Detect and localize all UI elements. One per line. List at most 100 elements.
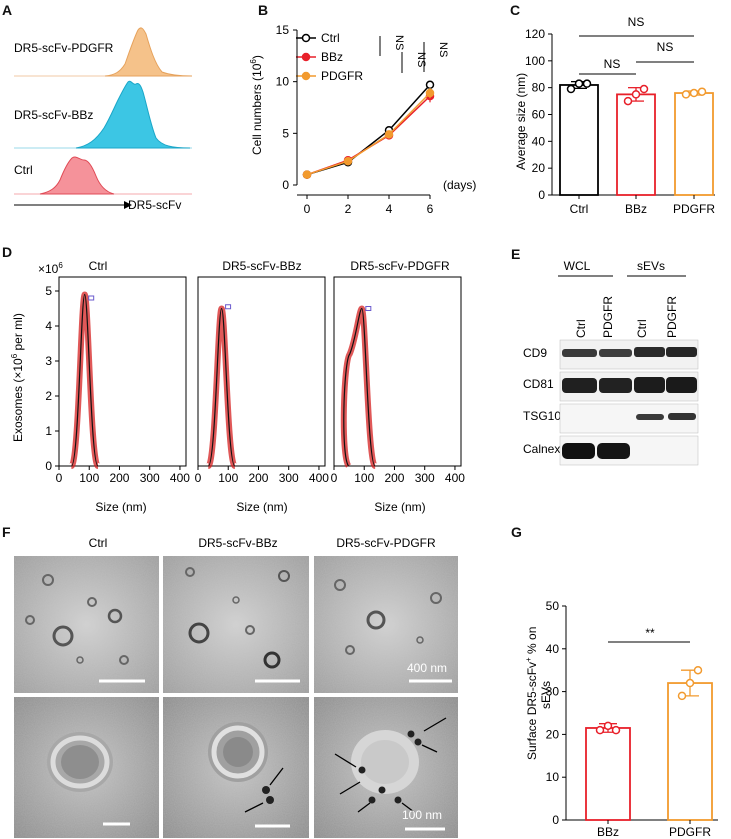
blot-row-tsg101: TSG101 bbox=[523, 409, 568, 423]
size-point-bbz-0 bbox=[623, 96, 633, 106]
nta-0-xtick-label-4: 400 bbox=[170, 471, 190, 485]
nta-title-pdgfr: DR5-scFv-PDGFR bbox=[350, 259, 450, 273]
surface-point-bbz-0 bbox=[595, 725, 605, 735]
nta-xlabel-2: Size (nm) bbox=[236, 500, 287, 514]
nta-2-xtick-label-1: 100 bbox=[354, 471, 374, 485]
growth-ytick-label-0: 0 bbox=[282, 178, 289, 192]
ns-text-ctrl-bbz: NS bbox=[604, 57, 621, 71]
size-bar-pdgfr bbox=[674, 92, 714, 196]
surface-ytick-label-2: 20 bbox=[546, 727, 560, 741]
blot-group-wcl: WCL bbox=[564, 259, 591, 273]
nta-xlabel-3: Size (nm) bbox=[374, 500, 425, 514]
tem-image-top-pdgfr: 400 nm bbox=[314, 556, 458, 693]
growth-point-pdgfr-1 bbox=[343, 156, 353, 166]
sig-text: ** bbox=[645, 626, 655, 640]
growth-legend: Ctrl BBz PDGFR bbox=[296, 31, 363, 83]
band-cd9-2 bbox=[599, 349, 632, 357]
tem-scale-label-bottom: 100 nm bbox=[402, 808, 442, 822]
nta-0-xtick-label-2: 200 bbox=[109, 471, 129, 485]
tem-title-bbz: DR5-scFv-BBz bbox=[198, 536, 277, 550]
panel-label-e: E bbox=[511, 246, 521, 262]
surface-ylabel-1: Surface DR5-scFv+ % on bbox=[524, 627, 539, 760]
band-tsg101-4 bbox=[668, 413, 696, 420]
size-bar-bbz bbox=[616, 93, 656, 196]
panel-d-chart: ×106 Exosomes (×106 per ml) Ctrl DR5-scF… bbox=[10, 259, 465, 514]
growth-ylabel: Cell numbers (106) bbox=[249, 55, 264, 155]
nta-1-xtick-label-3: 300 bbox=[279, 471, 299, 485]
size-point-bbz-1 bbox=[631, 90, 641, 99]
nta-2-xtick-label-0: 0 bbox=[331, 471, 338, 485]
growth-ns-brackets: NS NS NS bbox=[379, 35, 449, 73]
panel-b-chart: Cell numbers (106) (days) Ctrl BBz PDGFR… bbox=[249, 23, 476, 216]
size-point-ctrl-0 bbox=[566, 84, 576, 94]
size-ytick-label-0: 0 bbox=[538, 188, 545, 202]
growth-ytick-label-3: 15 bbox=[276, 23, 290, 37]
nta-0-ytick-label-3: 3 bbox=[45, 354, 52, 368]
size-point-bbz-2 bbox=[639, 84, 649, 94]
band-calnexin-1 bbox=[562, 443, 595, 459]
tem-image-bottom-pdgfr: 100 nm bbox=[314, 697, 458, 838]
surface-ylabel-2: sEVs bbox=[539, 681, 553, 709]
histogram-ctrl bbox=[39, 156, 115, 195]
band-tsg101-3 bbox=[636, 414, 664, 420]
growth-xtick-label-0: 0 bbox=[304, 202, 311, 216]
ns-text-ctrl-pdgfr: NS bbox=[628, 15, 645, 29]
ns-text-bbz-pdgfr: NS bbox=[657, 40, 674, 54]
panel-f-tem: Ctrl DR5-scFv-BBz DR5-scFv-PDGFR bbox=[14, 536, 458, 838]
nta-scale-label: ×106 bbox=[38, 261, 63, 276]
hist-label-pdgfr: DR5-scFv-PDGFR bbox=[14, 41, 114, 55]
size-bar-ctrl bbox=[559, 84, 599, 196]
panel-g-chart: Surface DR5-scFv+ % on sEVs ** 0 10 20 30 40… bbox=[524, 599, 718, 839]
panel-label-a: A bbox=[2, 2, 13, 18]
size-xtick-label-bbz: BBz bbox=[625, 202, 647, 216]
nta-title-bbz: DR5-scFv-BBz bbox=[222, 259, 301, 273]
surface-xtick-label-pdgfr: PDGFR bbox=[669, 825, 711, 839]
growth-line-ctrl bbox=[306, 84, 431, 176]
size-ytick-label-2: 40 bbox=[532, 134, 546, 148]
growth-xtick-label-2: 4 bbox=[386, 202, 393, 216]
blot-group-sevs: sEVs bbox=[637, 259, 665, 273]
hist-label-bbz: DR5-scFv-BBz bbox=[14, 108, 93, 122]
ns-label-1: NS bbox=[393, 35, 405, 50]
blot-strip-tsg101 bbox=[559, 403, 699, 434]
panel-a: DR5-scFv-PDGFR DR5-scFv-BBz Ctrl DR5-scF… bbox=[14, 27, 193, 212]
nta-0-xtick-label-1: 100 bbox=[79, 471, 99, 485]
nta-0-ytick-label-0: 0 bbox=[45, 459, 52, 473]
nta-title-ctrl: Ctrl bbox=[89, 259, 108, 273]
nta-0-frame bbox=[58, 276, 187, 467]
tem-title-ctrl: Ctrl bbox=[89, 536, 108, 550]
band-calnexin-2 bbox=[597, 443, 630, 459]
legend-label-bbz: BBz bbox=[321, 50, 343, 64]
nta-0-ytick-label-2: 2 bbox=[45, 389, 52, 403]
panel-label-f: F bbox=[2, 524, 11, 540]
size-point-ctrl-2 bbox=[582, 79, 592, 88]
size-ytick-label-4: 80 bbox=[532, 81, 546, 95]
tem-image-bottom-bbz bbox=[163, 697, 309, 838]
size-point-pdgfr-1 bbox=[689, 88, 699, 98]
surface-bar-pdgfr bbox=[667, 682, 713, 821]
blot-row-cd9: CD9 bbox=[523, 346, 547, 360]
growth-xunit: (days) bbox=[443, 178, 476, 192]
size-xtick-label-ctrl: Ctrl bbox=[570, 202, 589, 216]
axis-arrow-head bbox=[124, 201, 132, 209]
nta-0-ytick-label-5: 5 bbox=[45, 284, 52, 298]
band-cd81-2 bbox=[599, 378, 632, 393]
surface-ytick-label-1: 10 bbox=[546, 770, 560, 784]
legend-label-ctrl: Ctrl bbox=[321, 31, 340, 45]
legend-marker-bbz bbox=[301, 52, 311, 62]
surface-point-bbz-2 bbox=[611, 725, 621, 735]
size-ytick-label-6: 120 bbox=[525, 27, 545, 41]
growth-point-pdgfr-0 bbox=[302, 170, 312, 179]
size-point-pdgfr-0 bbox=[681, 90, 691, 99]
panel-label-g: G bbox=[511, 524, 522, 540]
nta-1-xtick-label-1: 100 bbox=[218, 471, 238, 485]
size-ytick-label-3: 60 bbox=[532, 108, 546, 122]
size-ylabel: Average size (nm) bbox=[514, 73, 528, 170]
growth-xtick-label-3: 6 bbox=[427, 202, 434, 216]
nta-2-curve bbox=[343, 307, 376, 467]
panel-label-d: D bbox=[2, 244, 13, 260]
nta-1-xtick-label-2: 200 bbox=[248, 471, 268, 485]
growth-point-pdgfr-3 bbox=[425, 88, 435, 98]
panel-label-b: B bbox=[258, 2, 269, 18]
legend-marker-ctrl bbox=[301, 33, 311, 43]
